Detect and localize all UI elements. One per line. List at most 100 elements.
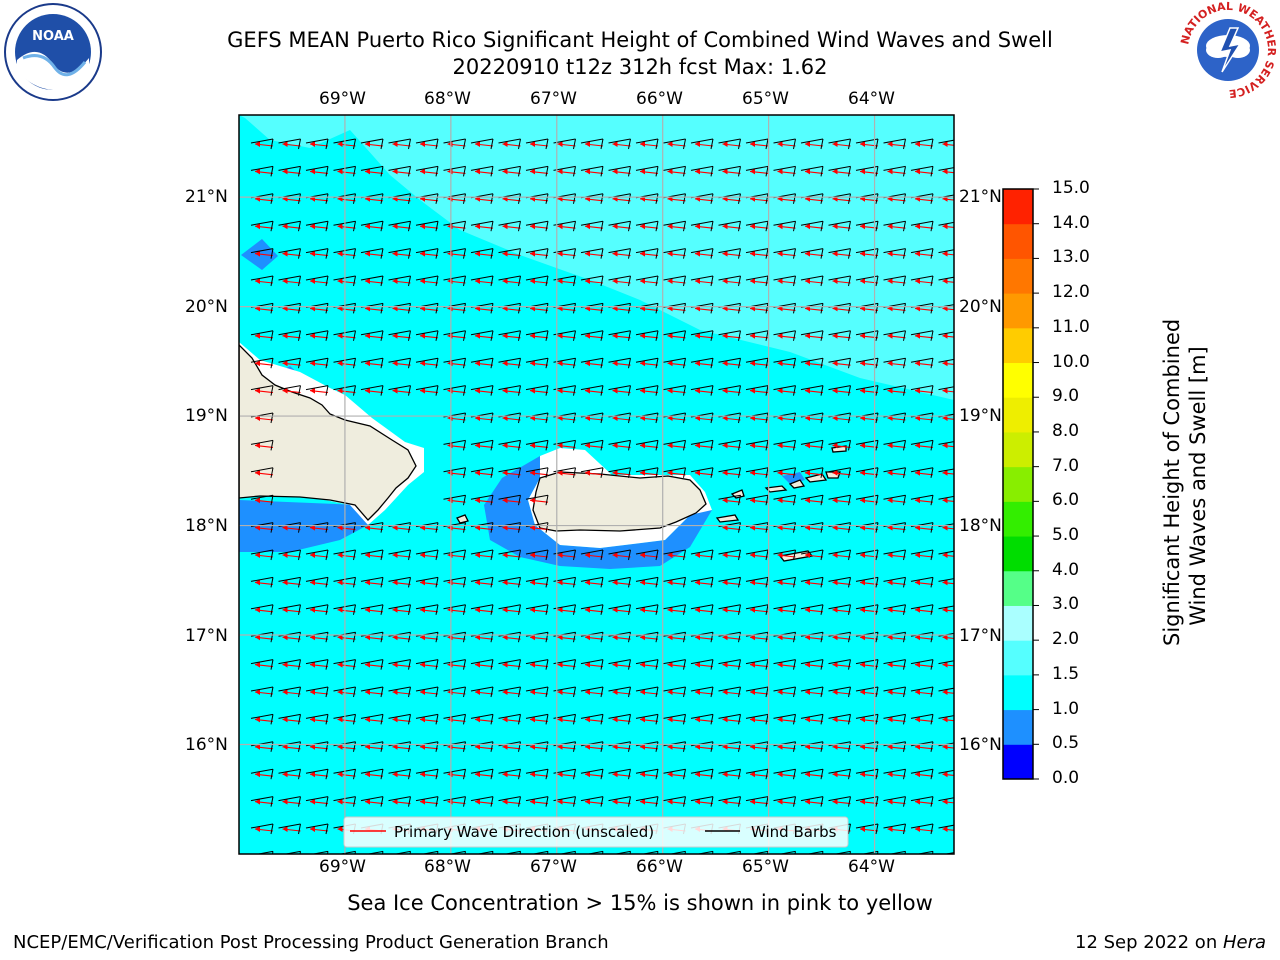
wind-barb-flag [298, 303, 301, 314]
wind-barb-shaft [800, 796, 824, 802]
wind-barb-shaft [580, 549, 604, 555]
wave-arrow-head [695, 606, 700, 613]
wind-barb-shaft [938, 221, 954, 226]
wind-barb-flag [353, 303, 356, 314]
wave-arrow-head [887, 332, 893, 339]
wind-barb-shaft [608, 576, 631, 582]
wind-barb-flag [930, 330, 934, 341]
wind-barb-shaft [883, 768, 906, 774]
wind-barb-shaft [938, 167, 954, 171]
wave-arrow-head [805, 689, 810, 695]
wind-barb-shaft [690, 385, 714, 391]
wind-barb-shaft [250, 796, 274, 802]
wind-barb-shaft [278, 385, 301, 391]
wave-arrow-head [640, 250, 645, 257]
wave-arrow-head [887, 689, 893, 695]
wind-barb-shaft [663, 357, 686, 363]
wind-barb-flag [353, 769, 356, 780]
wave-arrow-head [805, 634, 810, 641]
wind-barb-shaft [388, 768, 411, 774]
wind-barb-flag [601, 851, 604, 854]
wind-barb-flag [435, 385, 439, 396]
wave-arrow-head [722, 497, 728, 504]
wind-barb-shaft [635, 220, 659, 226]
wind-barb-shaft [663, 467, 686, 473]
wave-arrow-head [392, 689, 398, 695]
wave-arrow-head [750, 552, 755, 558]
wind-barb-flag [573, 248, 576, 259]
wave-arrow-head [557, 141, 563, 147]
wind-barb-flag [298, 166, 301, 177]
wind-barb-flag [380, 659, 384, 670]
colorbar-label-line2: Wind Waves and Swell [m] [1186, 346, 1210, 626]
wind-barb-shaft [663, 385, 686, 391]
wind-barb-shaft [360, 248, 384, 254]
wind-barb-flag [325, 522, 329, 533]
lon-label-bottom-66w: 66°W [636, 857, 683, 877]
wind-barb-shaft [635, 576, 659, 582]
wave-arrow-head [282, 826, 288, 832]
wave-arrow-head [420, 743, 425, 750]
wind-barb-flag [490, 330, 494, 341]
wind-barb-flag [793, 303, 796, 314]
wave-arrow-head [942, 442, 948, 449]
wave-arrow-head [282, 360, 288, 367]
wind-barb-shaft [415, 741, 439, 747]
colorbar-segment [1003, 709, 1033, 745]
wave-arrow-head [365, 168, 370, 175]
colorbar-segment [1003, 293, 1033, 329]
wind-barb-flag [930, 741, 934, 752]
wave-arrow-head [777, 743, 783, 750]
wave-arrow-head [310, 689, 315, 695]
wave-arrow-head [365, 360, 370, 367]
colorbar-segment [1003, 536, 1033, 572]
wave-arrow-head [860, 606, 865, 613]
wave-arrow-head [392, 634, 398, 641]
wave-arrow-head [557, 552, 563, 558]
wave-arrow-head [942, 223, 948, 230]
wind-barb-flag [573, 769, 576, 780]
wind-barb-flag [545, 577, 549, 588]
wave-arrow-head [832, 223, 838, 230]
wind-barb-flag [903, 467, 906, 478]
wind-barb-shaft [718, 494, 741, 500]
wind-barb-flag [518, 714, 521, 725]
wind-barb-flag [765, 604, 769, 615]
wave-arrow-head [915, 223, 920, 230]
wave-arrow-head [832, 689, 838, 695]
wind-barb-flag [820, 358, 824, 369]
wind-barb-flag [710, 330, 714, 341]
wind-barb-flag [655, 221, 659, 232]
wind-barb-flag [959, 276, 961, 286]
wave-arrow-head [887, 141, 893, 147]
wind-barb-flag [710, 659, 714, 670]
wind-barb-flag [930, 221, 934, 232]
wind-barb-shaft [718, 549, 741, 555]
wind-barb-shaft [278, 768, 301, 774]
wind-barb-flag [490, 714, 494, 725]
wind-barb-flag [820, 577, 824, 588]
wind-barb-shaft [580, 604, 604, 610]
wind-barb-shaft [525, 741, 549, 747]
wind-barb-shaft [498, 494, 521, 500]
wind-barb-shaft [663, 138, 686, 144]
colorbar [1002, 188, 1039, 780]
wave-arrow-head [612, 278, 618, 284]
wind-barb-flag [820, 741, 824, 752]
wind-barb-flag [959, 851, 961, 861]
wind-barb-flag [903, 303, 906, 314]
wave-arrow-head [365, 387, 370, 394]
wave-arrow-head [557, 743, 563, 750]
wind-barb-flag [490, 138, 494, 150]
wind-barb-flag [573, 714, 576, 725]
wave-arrow-head [777, 552, 783, 558]
wind-barb-flag [408, 604, 411, 615]
wind-barb-shaft [470, 576, 494, 582]
wind-barb-flag [463, 303, 466, 314]
wind-barb-flag [628, 577, 631, 588]
wind-barb-flag [490, 385, 494, 396]
wind-barb-shaft [938, 139, 954, 144]
wind-barb-flag [655, 275, 659, 287]
wind-barb-shaft [498, 439, 521, 445]
wind-barb-flag [463, 714, 466, 725]
